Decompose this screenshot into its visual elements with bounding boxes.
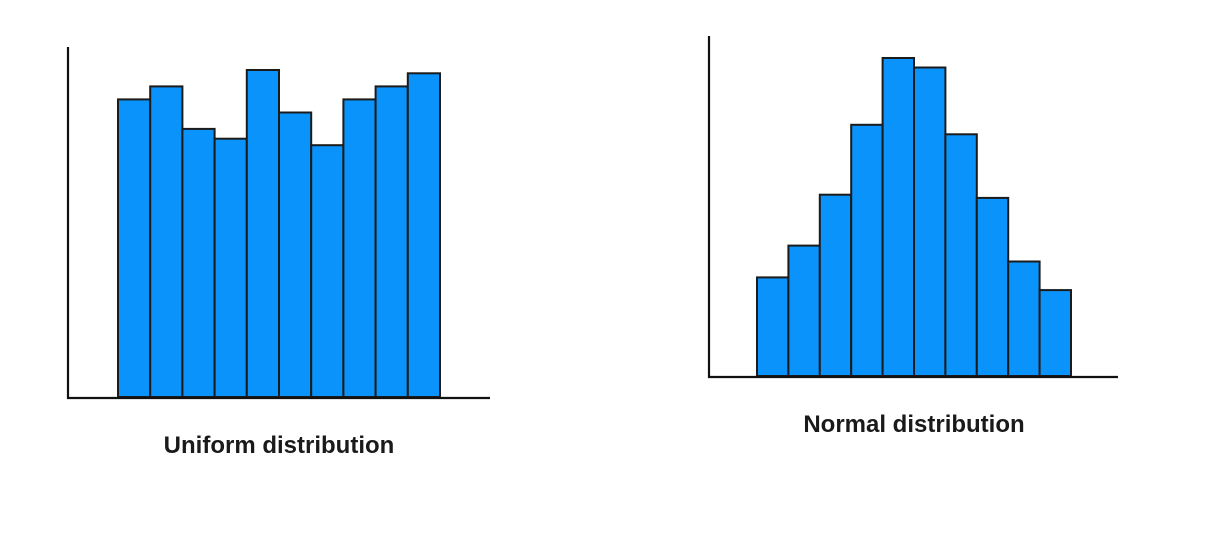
normal-bar-9 [1007,260,1041,377]
uniform-bar-9 [374,85,409,399]
normal-bar-6 [913,66,947,377]
normal-axes [707,36,1118,379]
normal-distribution-chart: Normal distribution [707,36,1118,438]
uniform-chart-title: Uniform distribution [164,432,395,459]
normal-bar-5 [881,57,915,377]
normal-bars [756,57,1072,378]
normal-bar-7 [944,133,978,377]
normal-bar-4 [850,123,884,377]
uniform-bar-5 [245,69,281,398]
uniform-distribution-chart: Uniform distribution [66,47,490,459]
normal-bar-1 [756,276,790,377]
uniform-bar-10 [406,72,441,399]
normal-chart-title: Normal distribution [803,411,1024,438]
uniform-bar-7 [310,144,345,398]
uniform-bar-3 [181,127,216,398]
uniform-bar-2 [149,85,184,399]
uniform-bar-6 [278,111,313,398]
normal-bar-2 [787,244,821,377]
normal-bar-8 [975,196,1010,377]
uniform-bars [117,69,441,399]
normal-bar-10 [1038,289,1072,378]
uniform-bar-1 [117,98,152,399]
uniform-bar-8 [342,98,377,399]
uniform-bar-4 [213,137,248,398]
uniform-axes [66,47,490,400]
normal-bar-3 [818,193,853,377]
